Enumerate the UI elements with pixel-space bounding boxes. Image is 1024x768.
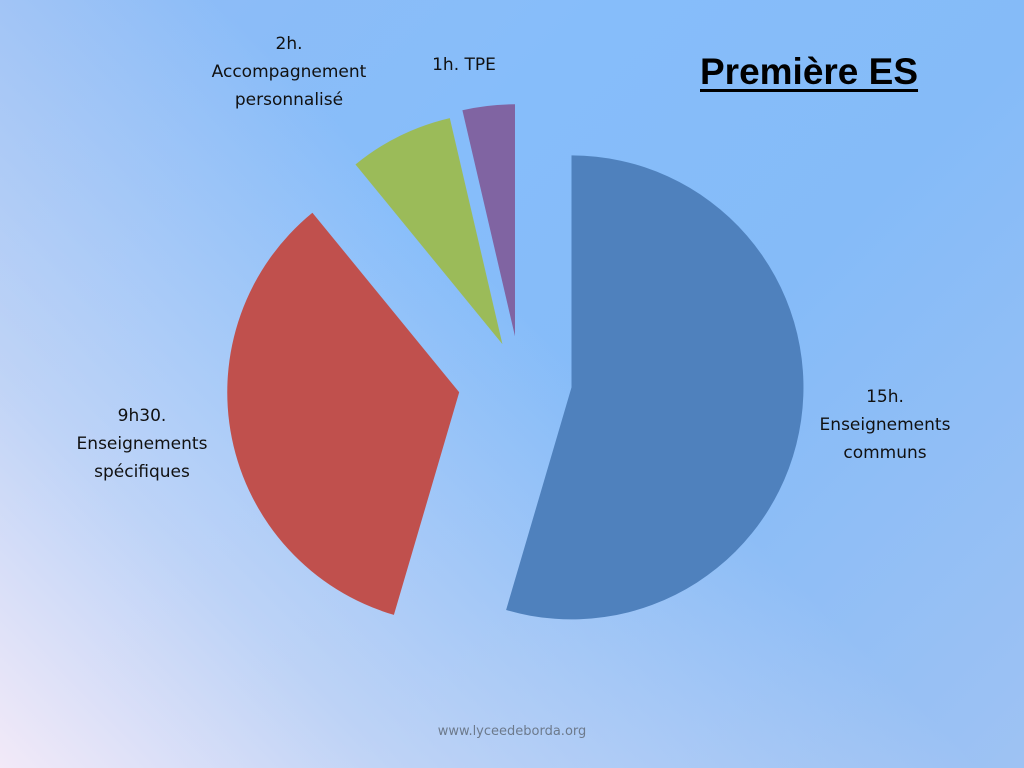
slice-label-line: Enseignements bbox=[820, 415, 951, 435]
pie-slice-2 bbox=[227, 212, 460, 615]
slice-label-line: 2h. bbox=[276, 34, 303, 54]
footer-url: www.lyceedeborda.org bbox=[437, 724, 587, 739]
slice-label-line: Enseignements bbox=[77, 434, 208, 454]
slice-label-line: Accompagnement bbox=[212, 62, 367, 82]
slice-label-line: personnalisé bbox=[235, 90, 343, 110]
pie-slice-1 bbox=[506, 155, 804, 620]
slice-label-line: 9h30. bbox=[118, 406, 167, 426]
slice-label-3: 2h. Accompagnement personnalisé bbox=[212, 34, 367, 110]
slice-label-1: 15h. Enseignements communs bbox=[820, 387, 951, 463]
slice-label-line: 15h. bbox=[866, 387, 904, 407]
slice-label-line: communs bbox=[843, 443, 926, 463]
pie-slice-3 bbox=[355, 118, 503, 345]
slide-title: Première ES bbox=[700, 51, 919, 92]
slice-label-line: 1h. TPE bbox=[432, 55, 496, 75]
pie-slice-4 bbox=[462, 104, 515, 337]
slice-label-2: 9h30. Enseignements spécifiques bbox=[77, 406, 208, 482]
slice-label-line: spécifiques bbox=[94, 462, 190, 482]
slice-label-4: 1h. TPE bbox=[432, 55, 496, 75]
